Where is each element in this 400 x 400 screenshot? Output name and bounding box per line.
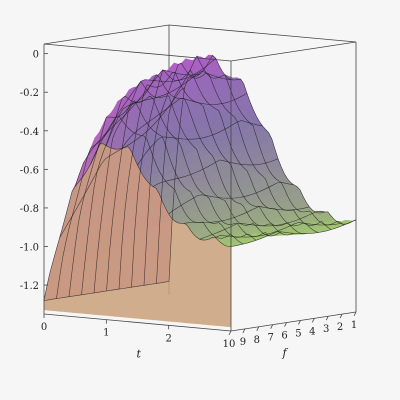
f-tick-label: 3 bbox=[323, 324, 329, 335]
mesh-line-t bbox=[199, 210, 325, 240]
z-tick-label: -0.6 bbox=[20, 165, 39, 176]
f-tick-label: 1 bbox=[351, 320, 357, 331]
z-tick-label: -1.0 bbox=[20, 243, 39, 254]
mesh-line-t bbox=[184, 206, 310, 224]
z-tick-label: -0.4 bbox=[20, 127, 39, 138]
f-tick-mark bbox=[270, 324, 274, 329]
mesh-line-t bbox=[121, 92, 248, 149]
box-back-edge bbox=[168, 24, 357, 43]
z-tick-label: -0.2 bbox=[20, 88, 39, 99]
box-back-edge bbox=[43, 24, 170, 45]
mesh-line-t bbox=[74, 69, 201, 187]
f-tick-mark bbox=[311, 318, 315, 323]
f-tick-label: 10 bbox=[223, 339, 236, 350]
mesh-line-t bbox=[152, 158, 279, 187]
f-tick-mark bbox=[242, 328, 246, 334]
f-tick-label: 2 bbox=[337, 322, 343, 333]
t-tick-label: 2 bbox=[165, 333, 171, 344]
f-tick-mark bbox=[353, 311, 357, 317]
f-tick-mark bbox=[228, 330, 232, 336]
surface-mesh bbox=[43, 54, 357, 301]
t-axis-label: t bbox=[136, 347, 141, 360]
t-tick-label: 1 bbox=[103, 328, 109, 339]
z-tick-label: -1.2 bbox=[20, 281, 39, 292]
f-tick-mark bbox=[256, 326, 260, 331]
f-tick-mark bbox=[339, 313, 343, 319]
box-front-edge bbox=[43, 313, 232, 332]
f-tick-label: 4 bbox=[309, 326, 315, 337]
mesh-line-t bbox=[215, 222, 341, 238]
f-tick-label: 5 bbox=[295, 328, 301, 339]
mesh-line-t bbox=[137, 120, 263, 166]
f-tick-label: 9 bbox=[240, 337, 246, 348]
f-tick-mark bbox=[298, 320, 301, 325]
box-front-edges bbox=[43, 43, 357, 332]
mesh-line-t bbox=[230, 219, 357, 247]
z-tick-label: 0 bbox=[33, 50, 39, 61]
box-front-edge bbox=[43, 43, 232, 62]
f-tick-label: 7 bbox=[267, 333, 273, 344]
mesh-line-t bbox=[43, 281, 170, 301]
f-tick-label: 8 bbox=[254, 335, 260, 346]
z-tick-label: -0.8 bbox=[20, 204, 39, 215]
box-back-edge bbox=[230, 41, 357, 62]
f-tick-mark bbox=[325, 316, 329, 321]
f-tick-mark bbox=[284, 322, 287, 327]
f-axis-label: f bbox=[282, 347, 289, 360]
t-tick-label: 0 bbox=[41, 322, 47, 333]
surface-front-wall bbox=[44, 143, 231, 328]
surface bbox=[43, 54, 357, 328]
f-tick-label: 6 bbox=[281, 331, 287, 342]
mesh-line-t bbox=[59, 87, 185, 239]
box-front-edge bbox=[230, 311, 357, 332]
mesh-line-t bbox=[90, 58, 216, 164]
mesh-line-t bbox=[106, 70, 232, 146]
